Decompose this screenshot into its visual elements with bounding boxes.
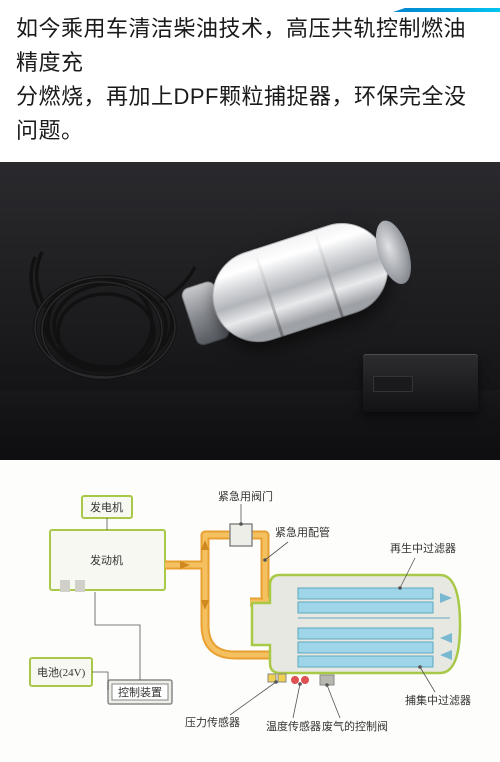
label-control: 控制装置 [118, 685, 162, 699]
ecu-box [363, 354, 478, 412]
label-emergency-pipe: 紧急用配管 [275, 525, 330, 539]
label-exhaust-valve: 废气的控制阀 [322, 719, 388, 733]
label-pressure: 压力传感器 [185, 716, 240, 729]
label-emergency-valve: 紧急用阀门 [218, 489, 273, 503]
system-diagram: 发电机 发动机 [0, 460, 500, 762]
header-text-line2: 分燃烧，再加上DPF颗粒捕捉器，环保完全没问题。 [16, 80, 484, 148]
label-battery: 电池(24V) [37, 666, 86, 679]
label-collect-filter: 捕集中过滤器 [405, 693, 471, 707]
header-text-line1: 如今乘用车清洁柴油技术，高压共轨控制燃油精度充 [16, 12, 484, 80]
collect-filter-group [298, 628, 433, 667]
label-engine: 发动机 [90, 553, 123, 567]
label-temp: 温度传感器 [266, 719, 321, 733]
label-regen-filter: 再生中过滤器 [390, 541, 456, 555]
accent-stripe [405, 8, 500, 12]
product-photo [0, 162, 500, 460]
dpf-canister [160, 184, 424, 382]
header-banner: 如今乘用车清洁柴油技术，高压共轨控制燃油精度充 分燃烧，再加上DPF颗粒捕捉器，… [0, 0, 500, 162]
label-generator: 发电机 [90, 500, 123, 514]
regen-filter-group [298, 588, 450, 618]
